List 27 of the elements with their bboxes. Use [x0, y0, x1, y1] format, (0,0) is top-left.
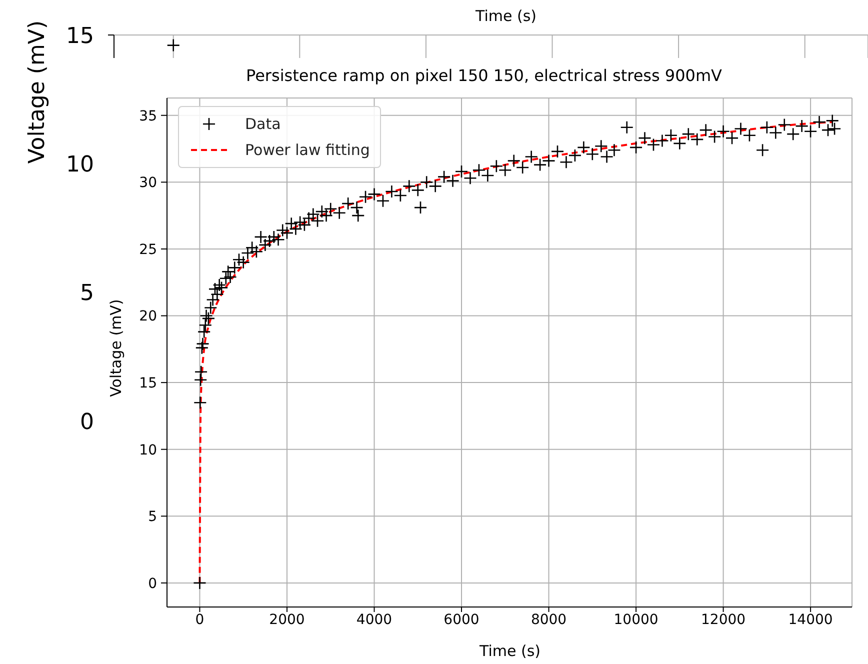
y-tick-label: 25 [139, 242, 157, 258]
x-tick-label: 2000 [269, 612, 305, 628]
y-tick-label: 35 [139, 108, 157, 124]
y-tick-label: 10 [139, 442, 157, 458]
x-tick-label: 10000 [614, 612, 658, 628]
x-tick-label: 0 [195, 612, 204, 628]
x-tick-label: 8000 [530, 612, 567, 628]
x-tick-label: 4000 [356, 612, 392, 628]
y-tick-label: 10 [66, 152, 94, 178]
x-tick-label: 12000 [701, 612, 746, 628]
y-tick-label: 15 [66, 24, 94, 49]
y-tick-label: 0 [80, 410, 94, 435]
y-axis-title: Voltage (mV) [25, 19, 50, 166]
y-tick-label: 15 [139, 376, 157, 392]
legend-label: Data [245, 115, 281, 133]
x-axis-title: Time (s) [474, 7, 538, 25]
y-axis-title: Voltage (mV) [106, 298, 126, 399]
chart-title: Persistence ramp on pixel 150 150, electrical stress 900mV [245, 66, 723, 85]
y-tick-label: 5 [148, 509, 157, 526]
x-tick-label: 6000 [444, 612, 480, 628]
x-axis-title: Time (s) [478, 642, 542, 660]
y-tick-label: 5 [80, 281, 94, 306]
y-tick-label: 20 [139, 308, 157, 325]
x-tick-label: 14000 [788, 612, 833, 628]
legend-label: Power law fitting [245, 141, 370, 159]
y-tick-label: 30 [139, 175, 157, 192]
y-tick-label: 0 [148, 576, 157, 592]
